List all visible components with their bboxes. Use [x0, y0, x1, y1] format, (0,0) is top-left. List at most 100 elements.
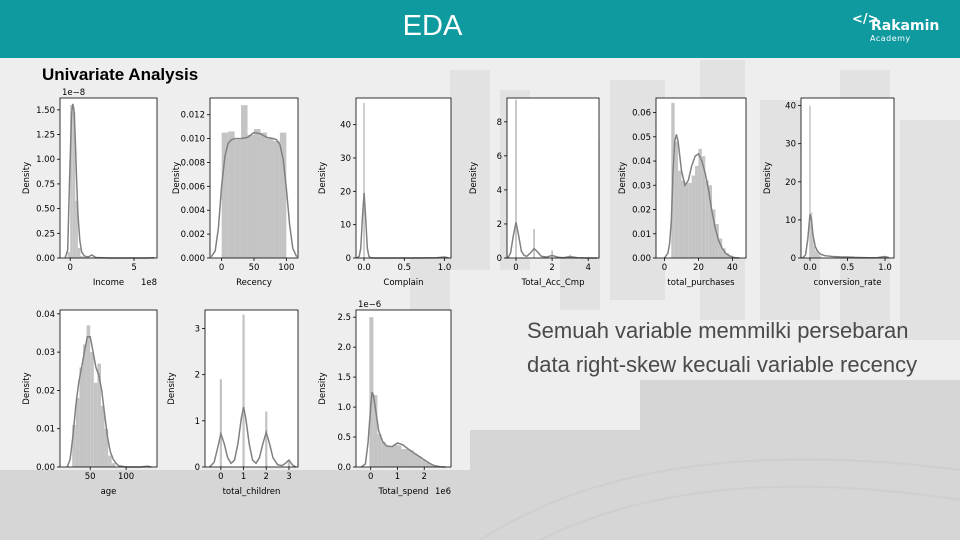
plot-frame	[59, 97, 158, 259]
y-tick-label: 0.05	[632, 133, 651, 143]
kde-line	[210, 131, 298, 258]
x-tick-label: 40	[727, 263, 738, 273]
x-axis-label: Income	[93, 278, 124, 288]
hist-bar	[373, 395, 378, 467]
hist-bar	[70, 104, 73, 259]
y-tick-label: 0.04	[632, 157, 651, 167]
x-tick-label: 0	[513, 263, 518, 273]
hist-bar	[429, 464, 434, 467]
x-exponent-label: 1e8	[141, 278, 157, 288]
plot-frame	[655, 97, 747, 259]
hist-bar	[80, 256, 83, 258]
hist-bar	[93, 382, 98, 467]
y-tick-label: 0.0	[337, 463, 351, 473]
x-axis-label: Recency	[236, 278, 272, 288]
hist-bar	[813, 246, 816, 258]
y-tick-label: 0	[195, 463, 200, 473]
hist-bar	[72, 111, 76, 258]
hist-bar	[247, 135, 254, 258]
hist-bar	[818, 254, 820, 258]
y-axis-label: Density	[318, 372, 328, 404]
hist-bar	[108, 455, 112, 467]
x-tick-label: 100	[118, 472, 134, 482]
y-tick-label: 0.004	[181, 206, 205, 216]
header-bar: EDA </> Rakamin Academy	[0, 0, 960, 58]
hist-bar	[90, 352, 94, 467]
hist-bar	[691, 175, 696, 258]
x-tick-label: 4	[585, 263, 590, 273]
hist-bar	[722, 248, 726, 258]
x-axis-label: Complain	[383, 278, 423, 288]
chart-total-purchases: 0.00 0.01 0.02 0.03 0.04 0.05 0.06 0 20 40 total_p…	[618, 97, 747, 288]
y-tick-label: 1.0	[337, 403, 351, 413]
hist-bar	[82, 344, 87, 467]
hist-bar	[385, 446, 390, 467]
y-tick-label: 0.50	[36, 205, 55, 215]
hist-bar	[79, 367, 83, 467]
y-tick-label: 0.008	[181, 158, 205, 168]
hist-bar	[228, 131, 235, 258]
y-tick-label: 20	[785, 178, 796, 188]
hist-bar	[712, 209, 716, 258]
hist-bar	[104, 428, 109, 467]
hist-bar	[425, 462, 430, 467]
y-tick-label: 0.012	[181, 111, 205, 121]
hist-bar	[77, 248, 81, 258]
y-tick-label: 1.5	[337, 373, 351, 383]
y-tick-label: 0.02	[36, 386, 55, 396]
hist-bar	[86, 325, 91, 467]
hist-bar	[234, 139, 242, 258]
hist-bar	[695, 165, 699, 258]
kde-line	[663, 134, 740, 259]
y-axis-label: Density	[22, 162, 32, 194]
chart-conversion-rate: 0 10 20 30 40 0.0 0.5 1.0 conversion_rate Density	[763, 97, 895, 288]
x-axis-label: conversion_rate	[814, 278, 882, 288]
hist-bar	[715, 224, 719, 258]
y-tick-label: 0	[346, 254, 351, 264]
x-tick-label: 0	[218, 472, 223, 482]
hist-bar	[75, 200, 78, 258]
hist-bar	[812, 235, 814, 258]
hist-bar	[698, 148, 702, 258]
x-tick-label: 0.5	[841, 263, 855, 273]
y-tick-label: 6	[497, 152, 502, 162]
x-tick-label: 100	[278, 263, 294, 273]
x-tick-label: 2	[549, 263, 554, 273]
x-tick-label: 50	[249, 263, 260, 273]
hist-bar	[409, 450, 414, 467]
hist-bar	[688, 182, 692, 258]
y-tick-label: 30	[785, 140, 796, 150]
hist-bar	[363, 103, 365, 258]
hist-bar	[75, 398, 80, 467]
x-tick-label: 2	[422, 472, 427, 482]
y-tick-label: 2.5	[337, 313, 351, 323]
plot-area	[801, 98, 894, 258]
hist-bar	[515, 99, 517, 259]
y-tick-label: 0.000	[181, 254, 205, 264]
kde-line	[208, 406, 297, 468]
hist-bar	[816, 252, 819, 258]
plot-frame	[204, 309, 299, 468]
y-tick-label: 20	[340, 187, 351, 197]
y-axis-label: Density	[763, 162, 773, 194]
hist-bar	[241, 105, 248, 258]
y-axis-label: Density	[318, 162, 328, 194]
hist-bar	[413, 453, 418, 467]
hist-bar	[279, 132, 287, 258]
hist-bar	[67, 252, 71, 258]
x-tick-label: 0.5	[398, 263, 412, 273]
x-tick-label: 0.0	[803, 263, 817, 273]
x-tick-label: 0.0	[357, 263, 371, 273]
y-tick-label: 2.0	[337, 343, 351, 353]
x-tick-label: 50	[85, 472, 96, 482]
hist-bar	[97, 363, 101, 467]
y-tick-label: 30	[340, 154, 351, 164]
hist-bar	[684, 182, 689, 258]
x-tick-label: 2	[264, 472, 269, 482]
x-tick-label: 0	[219, 263, 224, 273]
hist-bar	[287, 460, 291, 467]
plot-area	[507, 98, 599, 258]
y-tick-label: 1.00	[36, 155, 55, 165]
chart-total-children: 0 1 2 3 0 1 2 3 total_children Density	[167, 309, 299, 497]
x-tick-label: 0	[67, 263, 72, 273]
